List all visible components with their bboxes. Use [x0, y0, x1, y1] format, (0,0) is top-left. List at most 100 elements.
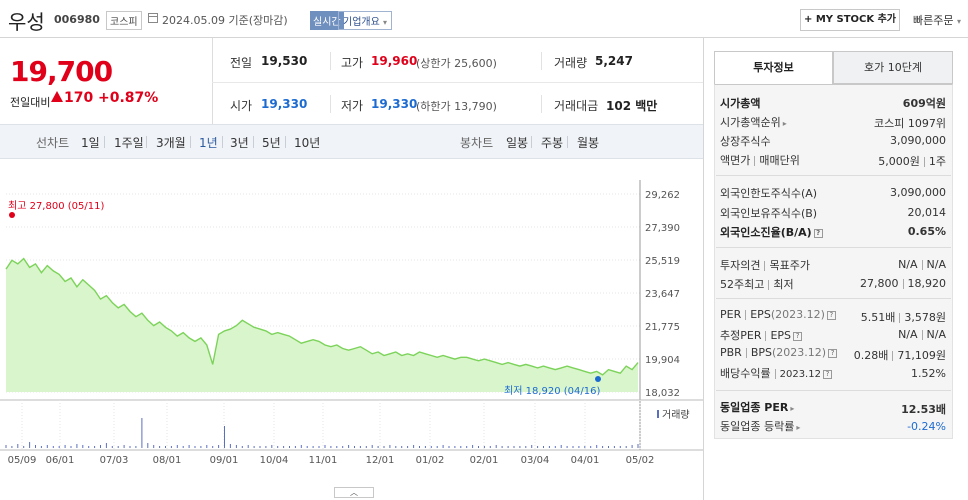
period-bar	[0, 124, 703, 159]
industry-per-value: 12.53배	[901, 403, 946, 416]
price-line	[5, 257, 639, 376]
divider	[716, 175, 951, 176]
foreign-ratio-label: 외국인소진율(B/A)?	[720, 224, 823, 240]
per-eps-value: 5.51배 3,578원	[860, 311, 946, 324]
divider	[716, 247, 951, 248]
up-triangle-icon	[51, 91, 63, 102]
help-icon[interactable]: ?	[828, 348, 838, 358]
candle-weekly[interactable]: 주봉	[541, 136, 564, 150]
divider	[104, 136, 105, 148]
price-area	[6, 258, 638, 392]
divider	[541, 52, 542, 70]
period-10y[interactable]: 10년	[294, 136, 321, 150]
market-cap-value: 609억원	[902, 97, 946, 110]
foreign-ratio-value: 0.65%	[907, 225, 946, 238]
shares-label: 상장주식수	[720, 135, 771, 148]
high-marker	[9, 212, 15, 218]
calendar-icon	[148, 13, 158, 23]
x-tick-label: 05/09	[8, 455, 37, 466]
help-icon[interactable]: ?	[822, 369, 832, 379]
face-trade-label: 액면가 매매단위	[720, 154, 800, 167]
y-tick-label: 29,262	[645, 190, 680, 201]
chevron-right-icon: ▸	[782, 119, 787, 128]
divider	[330, 95, 331, 113]
prev-close-value: 19,530	[261, 54, 308, 68]
period-3y[interactable]: 3년	[230, 136, 249, 150]
divider	[285, 136, 286, 148]
chevron-down-icon: ▾	[383, 18, 388, 27]
add-mystock-button[interactable]: + MY STOCK 추가	[800, 9, 900, 31]
divider	[330, 52, 331, 70]
help-icon[interactable]: ?	[826, 310, 836, 320]
period-1y[interactable]: 1년	[199, 136, 218, 150]
x-tick-label: 07/03	[100, 455, 129, 466]
low-value: 19,330	[371, 97, 418, 111]
realtime-button[interactable]: 실시간	[310, 11, 344, 30]
stock-code: 006980	[54, 13, 100, 26]
foreign-limit-value: 3,090,000	[890, 186, 946, 199]
y-tick-label: 21,775	[645, 322, 680, 333]
foreign-hold-value: 20,014	[907, 206, 947, 219]
corp-info-dropdown[interactable]: 기업개요 ▾	[338, 11, 393, 30]
line-chart-label: 선차트	[36, 136, 70, 150]
change-label: 전일대비	[10, 96, 51, 109]
per-eps-label: PER EPS(2023.12)?	[720, 308, 836, 321]
candle-daily[interactable]: 일봉	[506, 136, 529, 150]
tab-investment-info[interactable]: 투자정보	[714, 51, 833, 84]
period-5y[interactable]: 5년	[262, 136, 281, 150]
volume-legend-swatch	[657, 410, 659, 418]
range52-value: 27,800 18,920	[860, 277, 946, 290]
volume-legend: 거래량	[662, 409, 690, 421]
help-icon[interactable]: ?	[813, 228, 823, 238]
x-tick-label: 10/04	[260, 455, 289, 466]
period-1w[interactable]: 1주일	[114, 136, 144, 150]
chevron-down-icon: ▾	[956, 17, 961, 26]
pbr-bps-value: 0.28배 71,109원	[853, 349, 946, 362]
divider	[567, 136, 568, 148]
opinion-target-value: N/A N/A	[898, 258, 946, 271]
industry-change-label[interactable]: 동일업종 등락률 ▸	[720, 420, 801, 433]
foreign-limit-label: 외국인한도주식수(A)	[720, 187, 818, 200]
industry-change-value: -0.24%	[907, 420, 946, 433]
quick-order-dropdown[interactable]: 빠른주문 ▾	[913, 14, 961, 27]
divider	[146, 136, 147, 148]
period-1d[interactable]: 1일	[81, 136, 100, 150]
industry-per-label[interactable]: 동일업종 PER ▸	[720, 401, 795, 414]
low-label: 최저 18,920 (04/16)	[504, 385, 600, 397]
low-label: 저가	[341, 99, 364, 113]
market-cap-label: 시가총액	[720, 97, 761, 110]
x-tick-label: 02/01	[470, 455, 499, 466]
pbr-bps-label: PBR BPS(2023.12)?	[720, 346, 838, 359]
price-chart[interactable]: 29,262 27,390 25,519 23,647 21,775 19,904 18,0…	[0, 160, 703, 487]
high-label: 고가	[341, 56, 364, 70]
help-icon[interactable]: ?	[793, 331, 803, 341]
cap-rank-label[interactable]: 시가총액순위 ▸	[720, 116, 787, 129]
dividend-label: 배당수익률 2023.12?	[720, 365, 832, 381]
low-marker	[595, 376, 601, 382]
foreign-hold-label: 외국인보유주식수(B)	[720, 207, 818, 220]
x-tick-label: 11/01	[309, 455, 338, 466]
open-label: 시가	[230, 99, 253, 113]
y-tick-label: 25,519	[645, 256, 680, 267]
lower-limit: (하한가 13,790)	[416, 100, 497, 113]
tab-orderbook-10[interactable]: 호가 10단계	[833, 51, 953, 84]
upper-limit: (상한가 25,600)	[416, 57, 497, 70]
high-label: 최고 27,800 (05/11)	[8, 200, 104, 212]
est-per-eps-value: N/A N/A	[898, 328, 946, 341]
divider	[253, 136, 254, 148]
x-tick-label: 04/01	[571, 455, 600, 466]
divider	[212, 38, 213, 124]
face-trade-value: 5,000원 1주	[878, 155, 946, 168]
open-value: 19,330	[261, 97, 308, 111]
candle-monthly[interactable]: 월봉	[577, 136, 600, 150]
chevron-right-icon: ▸	[796, 423, 801, 432]
collapse-chart-button[interactable]: ︿	[334, 487, 374, 498]
x-tick-label: 08/01	[153, 455, 182, 466]
prev-close-label: 전일	[230, 56, 253, 70]
stock-name[interactable]: 우성	[8, 10, 45, 34]
y-tick-label: 18,032	[645, 388, 680, 399]
divider	[212, 82, 703, 83]
x-tick-label: 01/02	[416, 455, 445, 466]
period-3m[interactable]: 3개월	[156, 136, 186, 150]
trade-amount-label: 거래대금	[554, 99, 599, 113]
